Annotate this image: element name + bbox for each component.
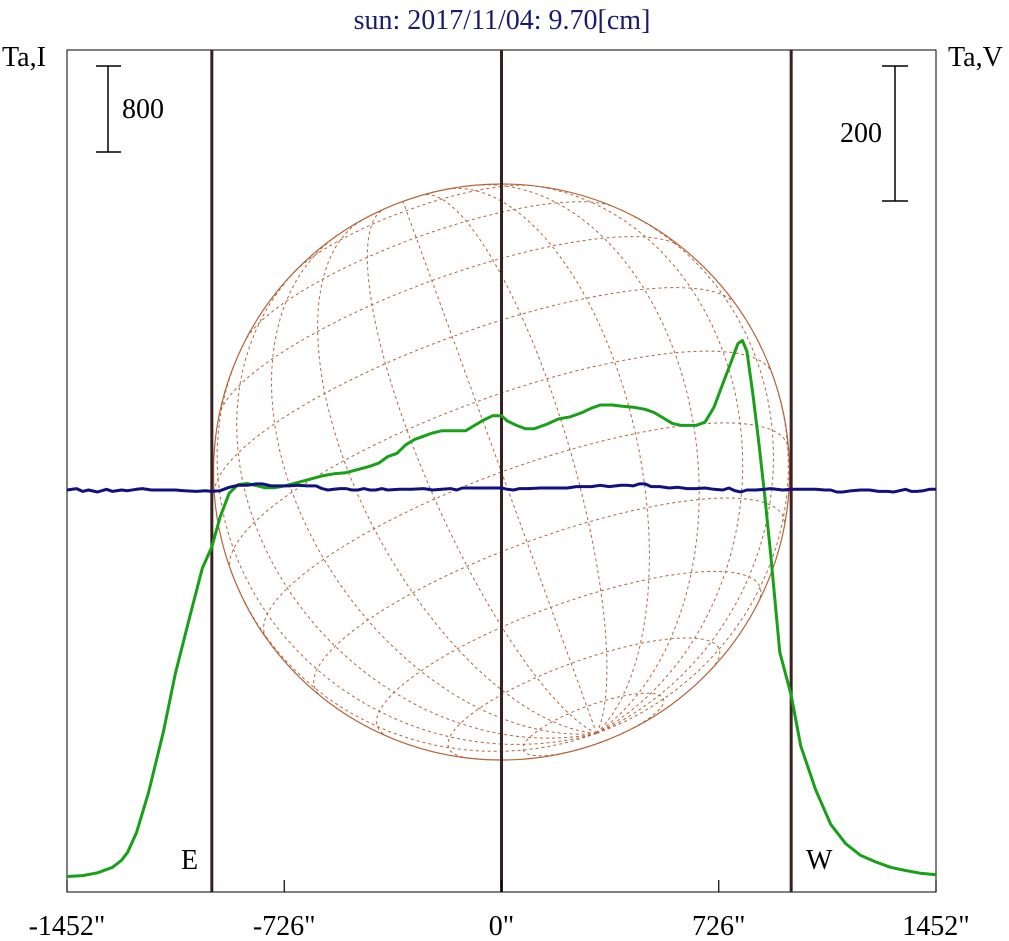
circular_polarization-line: [66, 482, 936, 494]
left-axis-label: Ta,I: [2, 42, 46, 73]
latitude-line: [218, 236, 683, 417]
right-axis-label: Ta,V: [948, 42, 1003, 73]
x-tick-label: 726": [692, 911, 745, 941]
longitude-line: [317, 219, 597, 734]
x-tick-label: 0": [489, 911, 514, 941]
latitude-line: [229, 350, 773, 571]
longitude-line: [366, 210, 597, 734]
longitude-line: [425, 194, 608, 734]
x-tick-label: -1452": [29, 911, 106, 941]
west-limb-label: W: [806, 845, 833, 876]
longitude-line: [445, 187, 650, 734]
latitude-line: [295, 184, 530, 272]
longitude-line: [474, 184, 700, 734]
latitude-line: [263, 422, 789, 639]
limb-lines: [210, 50, 793, 892]
left-scale-label: 800: [122, 94, 164, 125]
longitude-line: [402, 201, 598, 734]
latitude-line: [246, 201, 611, 339]
longitude-line: [596, 212, 775, 734]
latitude-line: [522, 692, 665, 757]
longitude-line: [529, 184, 744, 734]
latitude-line: [376, 570, 762, 738]
longitude-line: [216, 354, 597, 745]
x-tick-label: 1452": [902, 911, 969, 941]
longitude-line: [230, 570, 597, 752]
right-scale-label: 200: [840, 118, 882, 149]
x-axis-ticks: -1452" -726" 0" 726" 1452": [29, 880, 970, 941]
longitude-line: [236, 270, 597, 739]
x-tick-label: -726": [253, 911, 316, 941]
latitude-line: [313, 497, 785, 695]
latitude-line: [213, 287, 735, 492]
longitude-line: [596, 373, 789, 734]
longitude-line: [270, 234, 597, 735]
solar-disk: [212, 183, 791, 761]
east-limb-label: E: [181, 845, 198, 876]
chart-title: sun: 2017/11/04: 9.70[cm]: [354, 5, 651, 36]
series-lines: [66, 339, 937, 878]
intensity-line: [66, 339, 937, 878]
latitude-line: [447, 637, 721, 759]
right-scale-bar: 200: [840, 65, 908, 202]
left-scale-bar: 800: [96, 65, 164, 153]
